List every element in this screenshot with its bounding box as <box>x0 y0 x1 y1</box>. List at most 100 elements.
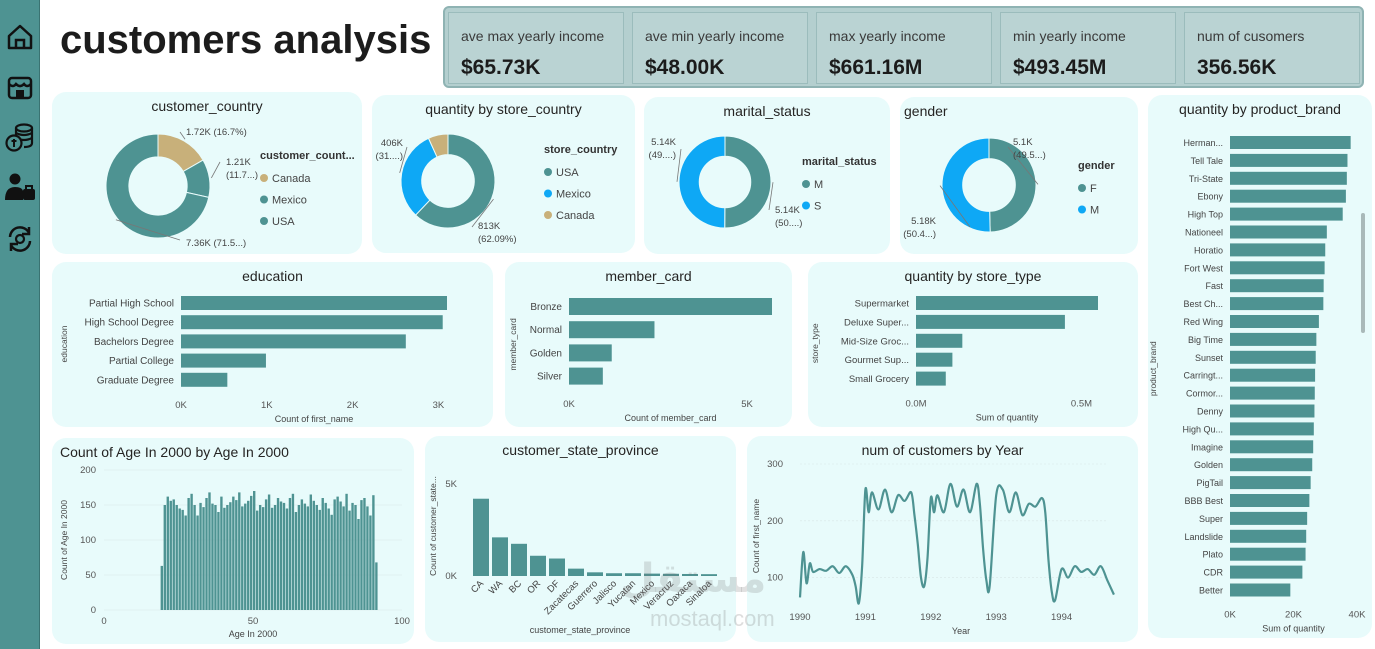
bar <box>175 505 178 610</box>
home-icon <box>7 24 33 50</box>
bar <box>330 514 333 610</box>
scrollbar-thumb <box>1361 213 1365 333</box>
bar <box>345 493 348 610</box>
bar <box>1230 458 1313 472</box>
data-label: 1.21K <box>226 157 251 168</box>
bar <box>1230 315 1319 328</box>
state-province-card[interactable]: customer_state_province 0K 5K CA WA BC OR DF Za… <box>425 436 736 642</box>
category-label: OR <box>525 578 543 596</box>
bar <box>258 505 262 610</box>
tick-label: 0 <box>91 605 96 616</box>
education-card[interactable]: education Partial High School High School… <box>52 262 493 427</box>
store-type-card[interactable]: quantity by store_type Supermarket Deluxe… <box>808 262 1138 427</box>
y-axis-label: member_card <box>508 318 518 371</box>
tick-label: 0K <box>175 400 187 411</box>
bar <box>205 498 208 610</box>
bar <box>247 500 250 610</box>
bar <box>294 512 298 610</box>
bar <box>336 496 339 610</box>
store-country-card[interactable]: quantity by store_country 813K (62.09%) 40… <box>372 95 635 253</box>
legend-entry: Mexico <box>272 195 307 207</box>
bar <box>339 501 342 610</box>
bar <box>1230 547 1306 561</box>
kpi-card: max yearly income $661.16M <box>816 12 992 84</box>
category-label: Fort West <box>1184 263 1223 273</box>
category-label: Red Wing <box>1183 317 1223 327</box>
bar <box>324 502 327 610</box>
bar <box>187 498 190 610</box>
bar <box>360 500 363 610</box>
category-label: Ebony <box>1197 192 1223 202</box>
y-axis-label: Count of first_name <box>751 499 761 573</box>
data-label: (49....) <box>649 150 676 161</box>
x-axis-label: Year <box>952 626 970 636</box>
bar <box>181 372 228 387</box>
legend-marker <box>1078 205 1086 214</box>
bar <box>255 510 259 610</box>
bar <box>1230 368 1316 382</box>
bar <box>285 508 289 610</box>
kpi-card: min yearly income $493.45M <box>1000 12 1176 84</box>
nav-money[interactable] <box>3 120 37 154</box>
bar <box>1230 440 1314 454</box>
category-label: CA <box>469 578 487 596</box>
category-label: Big Time <box>1188 335 1223 345</box>
tick-label: 0K <box>563 399 575 410</box>
age-2000-card[interactable]: Count of Age In 2000 by Age In 2000 0 50 1… <box>52 438 414 644</box>
nav-people[interactable] <box>3 170 37 204</box>
bar <box>244 503 247 610</box>
bar <box>1230 386 1315 400</box>
bar <box>549 558 565 576</box>
member-card-card[interactable]: member_card Bronze Normal Golden Silver 0K 5K… <box>505 262 792 427</box>
category-label: Best Ch... <box>1183 299 1223 309</box>
category-label: High School Degree <box>85 318 175 329</box>
data-label: (50....) <box>775 218 802 229</box>
bar <box>300 499 304 610</box>
bar <box>288 498 292 610</box>
bar <box>1230 422 1314 436</box>
legend-entry: Mexico <box>556 189 591 201</box>
x-axis-label: Sum of quantity <box>976 413 1039 423</box>
pie-slice <box>678 135 726 229</box>
category-label: CDR <box>1204 568 1224 578</box>
bar <box>223 507 226 610</box>
bar <box>363 498 366 610</box>
bar <box>473 498 489 576</box>
kpi-value: $493.45M <box>1013 56 1107 79</box>
pie-slice <box>988 137 1037 233</box>
customer-country-card[interactable]: customer_country 1.72K (16.7%) 1.21K (11.7… <box>52 92 362 254</box>
bar <box>1230 476 1311 490</box>
bar <box>202 507 205 610</box>
legend-title: store_country <box>544 144 618 156</box>
category-label: Nationeel <box>1185 228 1223 238</box>
category-label: Imagine <box>1191 442 1223 452</box>
bar <box>701 574 717 576</box>
category-label: Better <box>1199 586 1223 596</box>
category-label: Cormor... <box>1186 389 1223 399</box>
bar <box>354 505 357 610</box>
category-label: Super <box>1199 514 1223 524</box>
bar <box>184 515 187 610</box>
nav-home[interactable] <box>3 20 37 54</box>
nav-store[interactable] <box>3 70 37 104</box>
bar <box>214 505 217 610</box>
marital-status-card[interactable]: marital_status 5.14K (50....) 5.14K (49....… <box>644 97 890 254</box>
product-brand-card[interactable]: quantity by product_brand Herman... Tell … <box>1148 95 1372 638</box>
chart-title: quantity by product_brand <box>1179 101 1341 117</box>
bar <box>663 573 679 576</box>
page-title: customers analysis <box>60 18 432 62</box>
bar <box>1230 511 1308 525</box>
bar <box>1230 565 1303 579</box>
data-label: 813K <box>478 221 501 232</box>
customers-by-year-card[interactable]: num of customers by Year 100 200 300 1990 19… <box>747 436 1138 642</box>
kpi-card: ave min yearly income $48.00K <box>632 12 808 84</box>
bar <box>1230 404 1315 418</box>
gender-card[interactable]: gender 5.1K (49.5...) 5.18K (50.4...) gender… <box>900 97 1138 254</box>
tick-label: 20K <box>1285 609 1303 620</box>
marital-status-chart: 5.14K (50....) 5.14K (49....) marital_status… <box>649 135 877 229</box>
nav-refresh[interactable] <box>3 222 37 256</box>
bar <box>291 493 295 610</box>
tick-label: 200 <box>80 465 96 476</box>
bar <box>232 496 235 610</box>
tick-label: 200 <box>767 516 783 527</box>
